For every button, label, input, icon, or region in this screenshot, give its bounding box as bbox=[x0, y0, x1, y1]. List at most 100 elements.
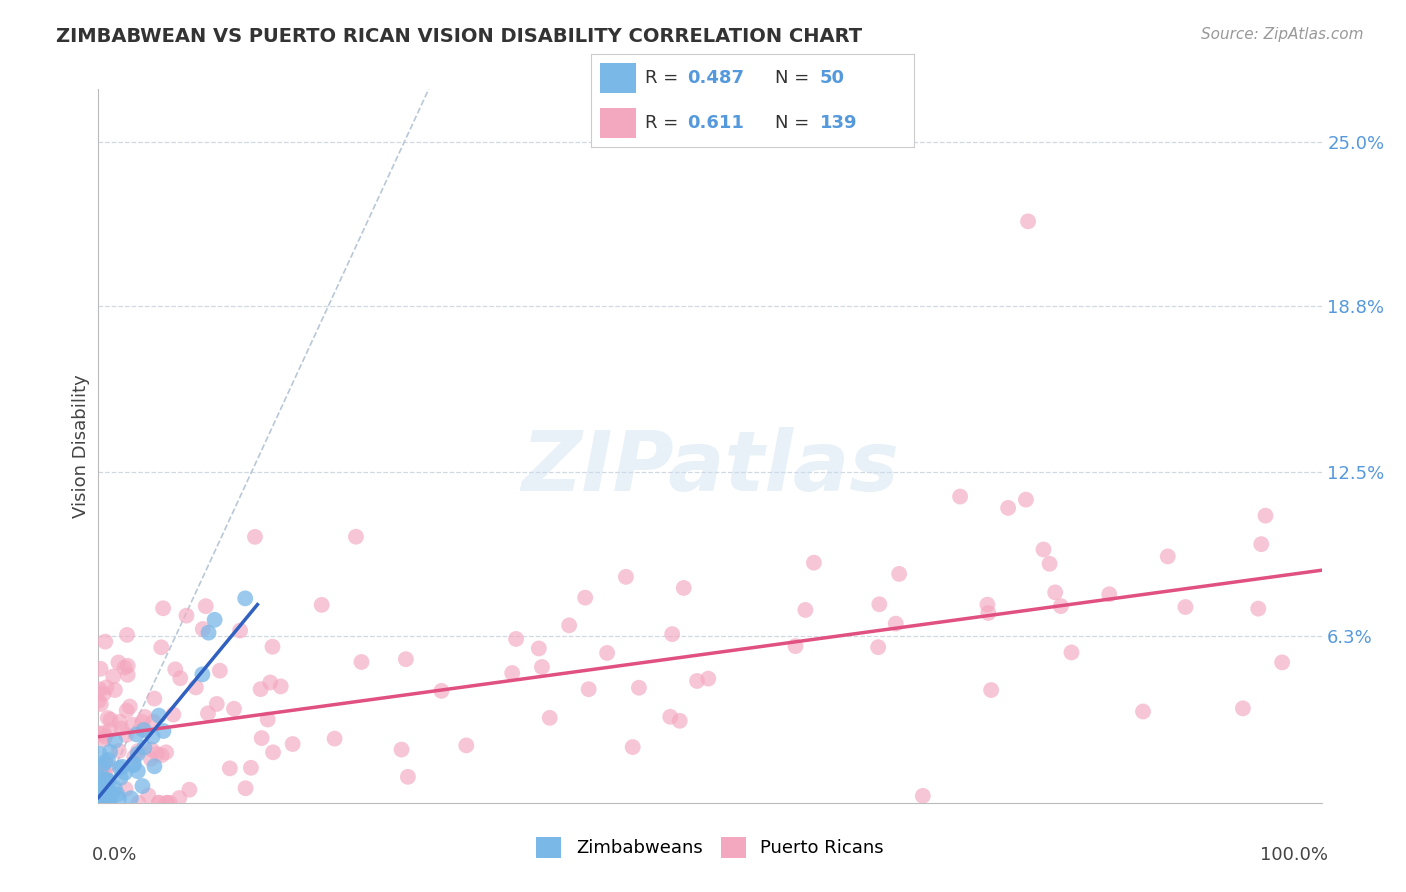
Point bbox=[538, 711, 561, 725]
Point bbox=[121, 718, 143, 732]
Point bbox=[134, 710, 156, 724]
Point bbox=[93, 687, 115, 701]
Point bbox=[281, 737, 304, 751]
Point bbox=[90, 697, 112, 711]
Point bbox=[668, 714, 690, 728]
Point bbox=[250, 731, 273, 745]
Point bbox=[143, 759, 166, 773]
Point bbox=[222, 702, 245, 716]
Point bbox=[98, 745, 121, 759]
Point bbox=[94, 730, 117, 744]
Bar bbox=[600, 63, 636, 93]
Point bbox=[218, 761, 240, 775]
Point bbox=[977, 606, 1000, 620]
Point bbox=[93, 732, 115, 747]
Point bbox=[208, 664, 231, 678]
Point bbox=[152, 723, 174, 738]
Point bbox=[868, 640, 890, 655]
Point bbox=[110, 771, 132, 785]
Point bbox=[115, 628, 138, 642]
Point bbox=[456, 739, 478, 753]
Point bbox=[128, 796, 150, 810]
Point bbox=[148, 796, 170, 810]
Point bbox=[108, 761, 131, 775]
Point bbox=[89, 726, 111, 740]
Text: R =: R = bbox=[645, 114, 690, 132]
Point bbox=[87, 796, 110, 810]
Point bbox=[142, 730, 165, 744]
Point bbox=[262, 745, 284, 759]
Point bbox=[167, 791, 190, 805]
Text: N =: N = bbox=[775, 114, 815, 132]
Point bbox=[142, 714, 165, 729]
Point bbox=[233, 591, 256, 606]
Point bbox=[125, 727, 148, 741]
Point bbox=[156, 796, 179, 810]
Point bbox=[803, 556, 825, 570]
Point bbox=[191, 667, 214, 681]
Text: 50: 50 bbox=[820, 69, 845, 87]
Point bbox=[97, 753, 120, 767]
Point bbox=[103, 669, 125, 683]
Point bbox=[143, 691, 166, 706]
Point bbox=[131, 714, 153, 729]
Point bbox=[350, 655, 373, 669]
Point bbox=[127, 764, 149, 779]
Point bbox=[89, 747, 111, 761]
Point bbox=[89, 682, 111, 697]
Point bbox=[578, 682, 600, 697]
Legend: Zimbabweans, Puerto Ricans: Zimbabweans, Puerto Ricans bbox=[529, 830, 891, 865]
Point bbox=[785, 639, 807, 653]
Point bbox=[122, 756, 145, 771]
Point bbox=[1038, 557, 1060, 571]
Point bbox=[89, 662, 111, 676]
Point bbox=[114, 765, 136, 780]
Point bbox=[146, 747, 169, 761]
Point bbox=[89, 796, 111, 810]
Point bbox=[194, 599, 217, 614]
Point bbox=[89, 776, 111, 790]
Text: 0.611: 0.611 bbox=[688, 114, 744, 132]
Point bbox=[156, 796, 179, 810]
Point bbox=[97, 794, 120, 808]
Point bbox=[558, 618, 581, 632]
Point bbox=[94, 634, 117, 648]
Point bbox=[107, 791, 129, 805]
Point bbox=[94, 765, 117, 780]
Point bbox=[596, 646, 619, 660]
Point bbox=[911, 789, 934, 803]
Point bbox=[120, 791, 142, 805]
Point bbox=[794, 603, 817, 617]
Point bbox=[104, 683, 127, 698]
Point bbox=[205, 697, 228, 711]
Point bbox=[976, 598, 998, 612]
Point bbox=[1271, 656, 1294, 670]
Point bbox=[89, 789, 111, 804]
Text: ZIMBABWEAN VS PUERTO RICAN VISION DISABILITY CORRELATION CHART: ZIMBABWEAN VS PUERTO RICAN VISION DISABI… bbox=[56, 27, 862, 45]
Point bbox=[505, 632, 527, 646]
Point bbox=[117, 668, 139, 682]
Point bbox=[1032, 542, 1054, 557]
Point bbox=[159, 796, 181, 810]
Text: N =: N = bbox=[775, 69, 815, 87]
Point bbox=[1232, 701, 1254, 715]
Point bbox=[94, 784, 117, 798]
Point bbox=[94, 784, 117, 798]
Point bbox=[344, 530, 367, 544]
Point bbox=[259, 675, 281, 690]
Point bbox=[1098, 587, 1121, 601]
Point bbox=[949, 490, 972, 504]
Point bbox=[97, 796, 120, 810]
Point bbox=[97, 711, 120, 725]
Point bbox=[1254, 508, 1277, 523]
Point bbox=[127, 747, 149, 761]
Point bbox=[104, 781, 127, 796]
Text: 139: 139 bbox=[820, 114, 858, 132]
Point bbox=[621, 740, 644, 755]
Text: 0.0%: 0.0% bbox=[93, 846, 138, 863]
Point bbox=[108, 744, 131, 758]
Point bbox=[868, 597, 890, 611]
Point bbox=[114, 782, 136, 797]
Point bbox=[122, 758, 145, 772]
Point bbox=[1017, 214, 1039, 228]
